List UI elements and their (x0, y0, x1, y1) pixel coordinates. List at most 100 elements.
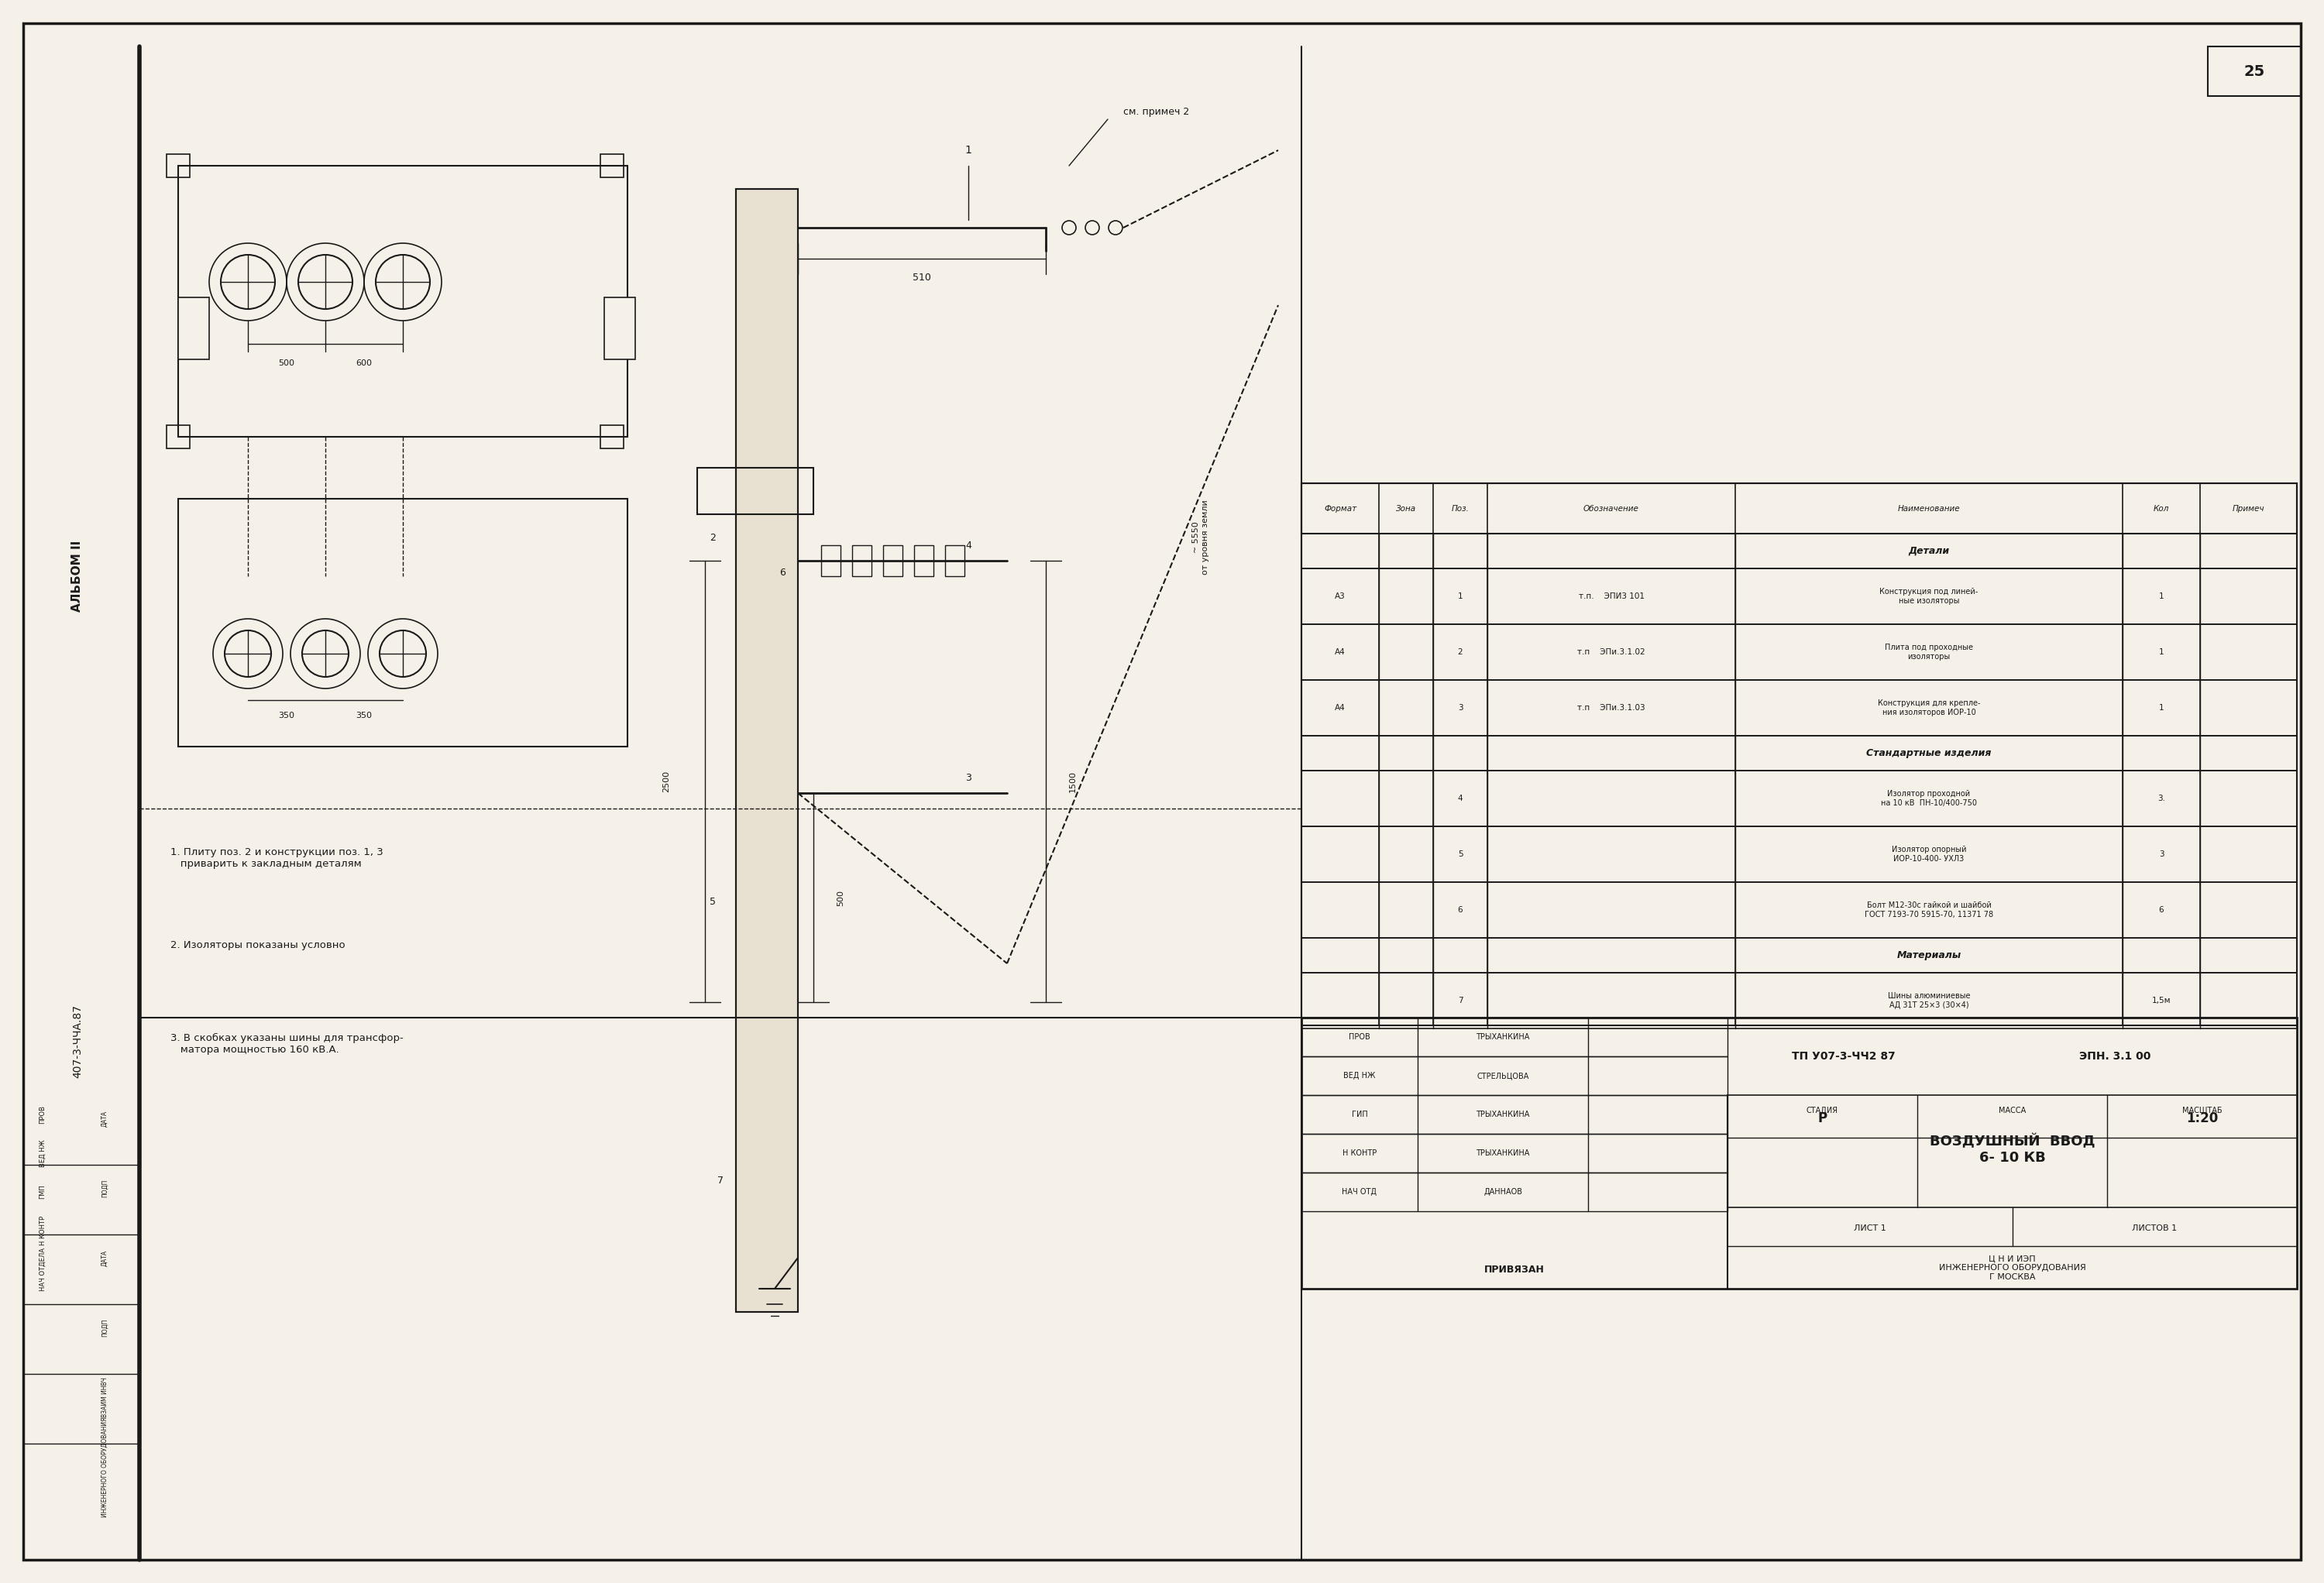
Text: 2: 2 (709, 532, 716, 543)
Text: 3: 3 (964, 773, 971, 782)
Bar (1301, 736, 2296, 771)
Bar (1301, 681, 2296, 736)
Text: Поз.: Поз. (1452, 505, 1469, 513)
Bar (820, 545, 841, 576)
Text: Изолятор проходной
на 10 кВ  ПН-10/400-750: Изолятор проходной на 10 кВ ПН-10/400-75… (1880, 790, 1978, 807)
Bar (1301, 1018, 2296, 1289)
Bar (1301, 1133, 1727, 1173)
Text: Примеч: Примеч (2233, 505, 2264, 513)
Text: 4: 4 (1457, 795, 1462, 803)
Text: СТРЕЛЬЦОВА: СТРЕЛЬЦОВА (1476, 1072, 1529, 1080)
Text: Формат: Формат (1325, 505, 1357, 513)
Text: Плита под проходные
изоляторы: Плита под проходные изоляторы (1885, 644, 1973, 660)
Text: ВЗАИМ ИНВЧ: ВЗАИМ ИНВЧ (102, 1377, 107, 1417)
Text: 2: 2 (1457, 647, 1462, 655)
Text: СТАДИЯ: СТАДИЯ (1806, 1107, 1838, 1114)
Text: 1. Плиту поз. 2 и конструкции поз. 1, 3
   приварить к закладным деталям: 1. Плиту поз. 2 и конструкции поз. 1, 3 … (170, 847, 383, 869)
Text: 5: 5 (1457, 850, 1462, 858)
Text: Н КОНТР: Н КОНТР (1343, 1149, 1376, 1157)
Bar (179, 499, 627, 747)
Text: ТРЫХАНКИНА: ТРЫХАНКИНА (1476, 1111, 1529, 1118)
Text: 3: 3 (1457, 704, 1462, 712)
Text: Зона: Зона (1397, 505, 1415, 513)
Text: ВОЗДУШНЫЙ  ВВОД
6- 10 КВ: ВОЗДУШНЫЙ ВВОД 6- 10 КВ (1929, 1133, 2094, 1165)
Bar (600, 154, 623, 177)
Text: ДАТА: ДАТА (102, 1110, 107, 1127)
Bar (1301, 624, 2296, 681)
Text: Изолятор опорный
ИОР-10-400- УХЛ3: Изолятор опорный ИОР-10-400- УХЛ3 (1892, 845, 1966, 863)
Text: 7: 7 (718, 1175, 723, 1186)
Bar (1301, 771, 2296, 826)
Text: 600: 600 (356, 359, 372, 367)
Text: 500: 500 (279, 359, 295, 367)
Bar (1301, 483, 2296, 1026)
Bar (1301, 533, 2296, 568)
Text: ЛИСТ 1: ЛИСТ 1 (1855, 1224, 1887, 1232)
Text: 1: 1 (2159, 704, 2164, 712)
Bar (946, 545, 964, 576)
Bar (1301, 826, 2296, 882)
Text: 2. Изоляторы показаны условно: 2. Изоляторы показаны условно (170, 940, 346, 950)
Text: т.п.    ЭПИ3 101: т.п. ЭПИ3 101 (1578, 592, 1645, 600)
Text: 1: 1 (964, 144, 971, 155)
Bar (883, 545, 902, 576)
Text: 6: 6 (779, 567, 786, 578)
Text: ПРИВЯЗАН: ПРИВЯЗАН (1485, 1265, 1545, 1274)
Text: 6: 6 (1457, 905, 1462, 913)
Bar (179, 298, 209, 359)
Text: ГМП: ГМП (40, 1184, 46, 1200)
Bar (913, 545, 934, 576)
Bar (179, 166, 627, 437)
Text: Болт М12-30с гайкой и шайбой
ГОСТ 7193-70 5915-70, 11371 78: Болт М12-30с гайкой и шайбой ГОСТ 7193-7… (1864, 902, 1994, 918)
Text: 1,5м: 1,5м (2152, 997, 2171, 1005)
Text: ПРОВ: ПРОВ (1348, 1034, 1371, 1042)
Text: ТРЫХАНКИНА: ТРЫХАНКИНА (1476, 1149, 1529, 1157)
Text: 500: 500 (837, 890, 844, 905)
Text: Детали: Детали (1908, 546, 1950, 556)
Bar (2208, 46, 2301, 97)
Text: Материалы: Материалы (1896, 950, 1961, 961)
Text: ПОДП: ПОДП (102, 1319, 107, 1336)
Text: 1:20: 1:20 (2187, 1111, 2217, 1126)
Text: 3: 3 (2159, 850, 2164, 858)
Bar (167, 426, 191, 448)
Text: 6: 6 (2159, 905, 2164, 913)
Text: Ц Н И ИЭП
ИНЖЕНЕРНОГО ОБОРУДОВАНИЯ
Г МОСКВА: Ц Н И ИЭП ИНЖЕНЕРНОГО ОБОРУДОВАНИЯ Г МОС… (1938, 1255, 2085, 1281)
Text: Стандартные изделия: Стандартные изделия (1866, 749, 1992, 758)
Text: 1: 1 (2159, 592, 2164, 600)
Text: ИНЖЕНЕРНОГО ОБОРУДОВАНИЯ: ИНЖЕНЕРНОГО ОБОРУДОВАНИЯ (102, 1417, 107, 1517)
Text: МАССА: МАССА (1999, 1107, 2027, 1114)
Text: НАЧ ОТД: НАЧ ОТД (1343, 1187, 1376, 1195)
Bar (604, 298, 634, 359)
Bar (1301, 882, 2296, 937)
Text: Шины алюминиевые
АД 31Т 25×3 (30×4): Шины алюминиевые АД 31Т 25×3 (30×4) (1887, 993, 1971, 1008)
Text: Конструкция под линей-
ные изоляторы: Конструкция под линей- ные изоляторы (1880, 587, 1978, 605)
Text: ВЕД НЖ: ВЕД НЖ (40, 1140, 46, 1167)
Text: 1: 1 (2159, 647, 2164, 655)
Text: ГИП: ГИП (1353, 1111, 1367, 1118)
Text: ПОДП: ПОДП (102, 1179, 107, 1197)
Text: т.п    ЭПи.3.1.02: т.п ЭПи.3.1.02 (1578, 647, 1645, 655)
Text: ДАННАОВ: ДАННАОВ (1483, 1187, 1522, 1195)
Text: А3: А3 (1334, 592, 1346, 600)
Text: 4: 4 (964, 540, 971, 551)
Text: ПРОВ: ПРОВ (40, 1105, 46, 1124)
Text: 1: 1 (1457, 592, 1462, 600)
Text: см. примеч 2: см. примеч 2 (1122, 106, 1190, 117)
Text: 25: 25 (2243, 63, 2266, 79)
Bar (1301, 1095, 1727, 1133)
Text: ДАТА: ДАТА (102, 1249, 107, 1266)
Bar (1301, 483, 2296, 533)
Text: Кол: Кол (2154, 505, 2168, 513)
Text: ЛИСТОВ 1: ЛИСТОВ 1 (2131, 1224, 2178, 1232)
Text: Обозначение: Обозначение (1583, 505, 1638, 513)
Text: МАСШТАБ: МАСШТАБ (2182, 1107, 2222, 1114)
Text: ТРЫХАНКИНА: ТРЫХАНКИНА (1476, 1034, 1529, 1042)
Text: 5: 5 (709, 896, 716, 907)
Text: ТП У07-3-ЧЧ2 87: ТП У07-3-ЧЧ2 87 (1792, 1051, 1896, 1062)
Bar (1301, 1018, 1727, 1056)
Bar (853, 545, 871, 576)
Text: 407-3-ЧЧА.87: 407-3-ЧЧА.87 (72, 1004, 84, 1078)
Bar (1301, 937, 2296, 972)
Text: А4: А4 (1334, 704, 1346, 712)
